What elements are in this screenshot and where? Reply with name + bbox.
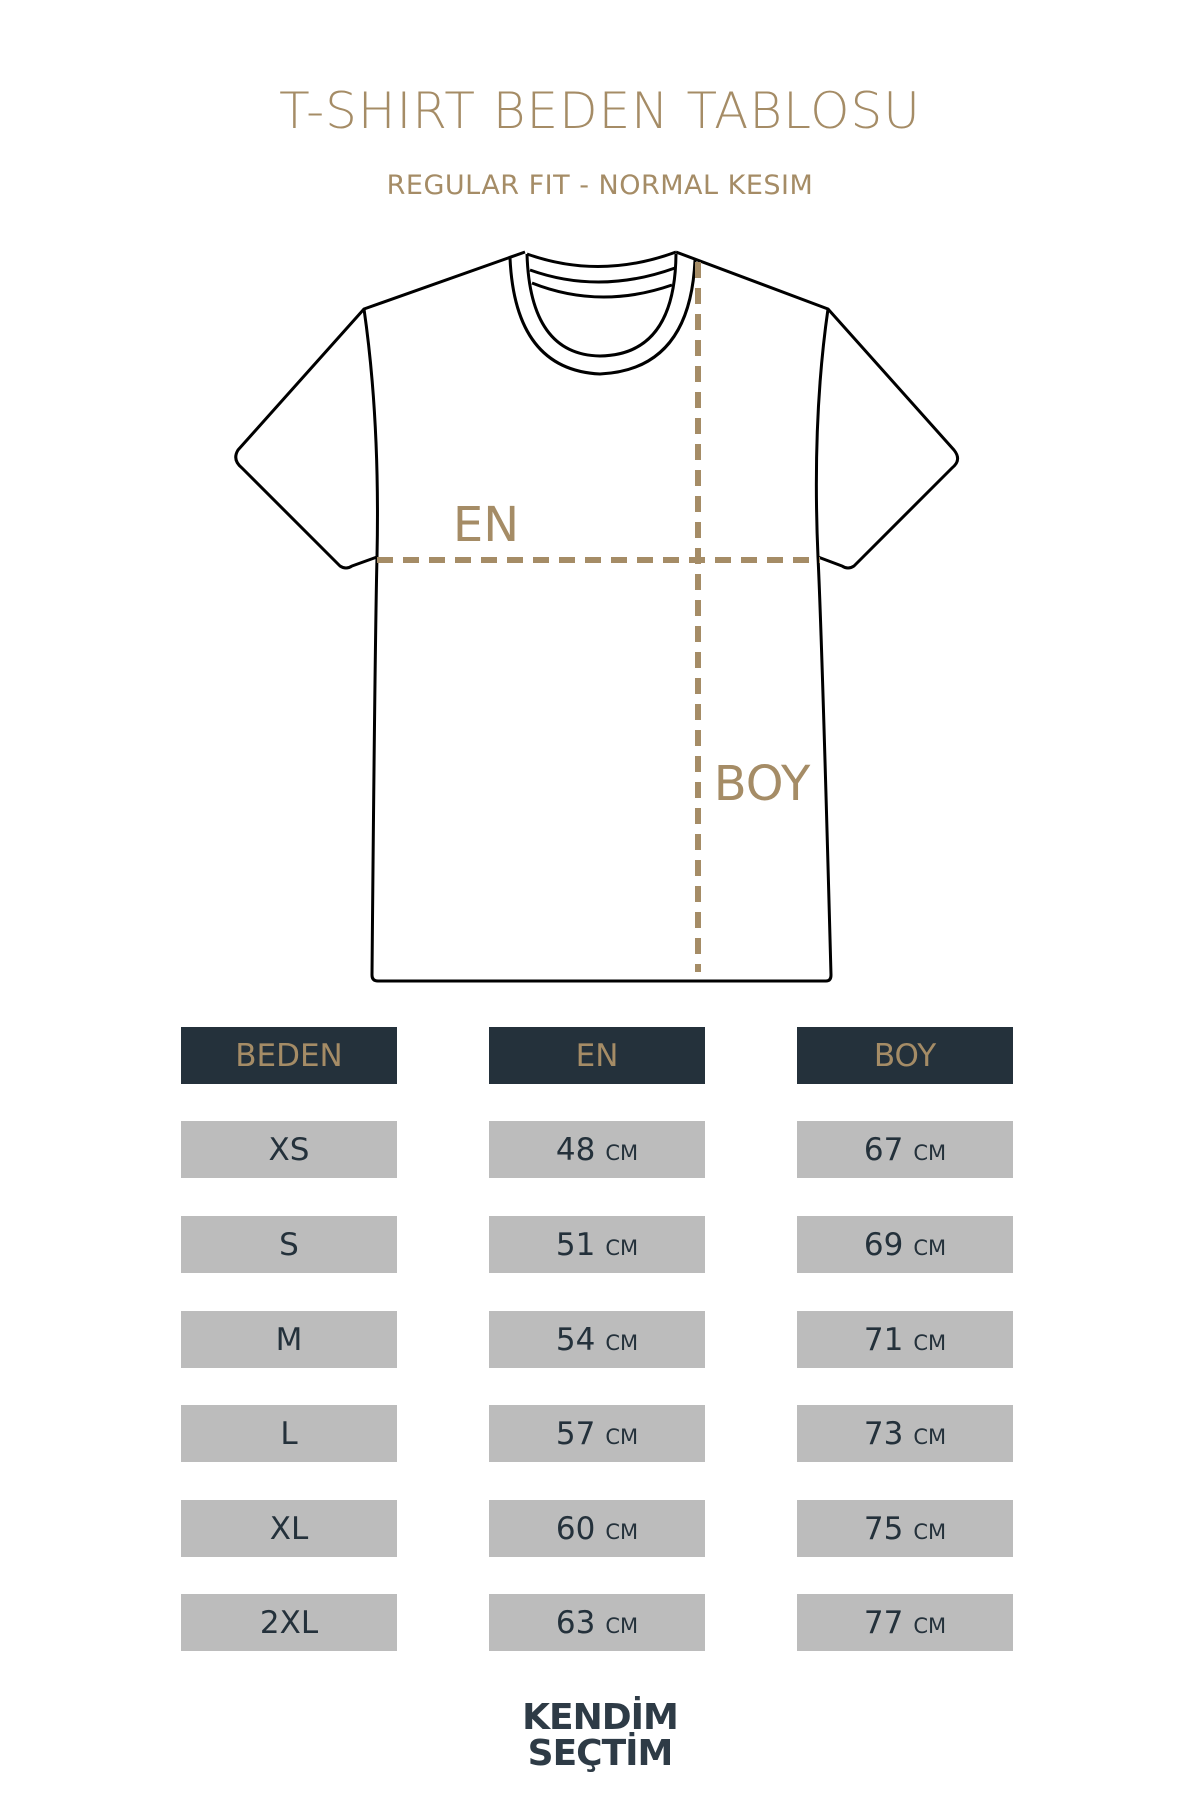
unit-label: CM (913, 1235, 947, 1260)
table-cell-boy: 67 CM (797, 1121, 1013, 1178)
size-value: XL (269, 1510, 309, 1547)
unit-label: CM (913, 1519, 947, 1544)
unit-label: CM (605, 1330, 639, 1355)
header-en: EN (489, 1027, 705, 1084)
boy-value: 69 (863, 1226, 904, 1263)
page-subtitle: REGULAR FIT - NORMAL KESIM (386, 170, 814, 201)
table-cell-en: 54 CM (489, 1311, 705, 1368)
table-cell-size: M (181, 1311, 397, 1368)
table-cell-size: XS (181, 1121, 397, 1178)
unit-label: CM (605, 1140, 639, 1165)
size-value: M (275, 1321, 303, 1358)
boy-value: 75 (863, 1510, 904, 1547)
logo-line1: KENDİM (522, 1697, 679, 1738)
collar-band-mid (529, 266, 676, 284)
boy-value: 71 (863, 1321, 904, 1358)
table-cell-en: 60 CM (489, 1500, 705, 1557)
table-cell-size: L (181, 1405, 397, 1462)
collar-band-low (531, 281, 673, 299)
table-cell-size: XL (181, 1500, 397, 1557)
boy-value: 77 (863, 1604, 904, 1641)
table-cell-en: 51 CM (489, 1216, 705, 1273)
size-value: XS (268, 1131, 310, 1168)
unit-label: CM (913, 1424, 947, 1449)
header-boy: BOY (797, 1027, 1013, 1084)
table-cell-en: 63 CM (489, 1594, 705, 1651)
tshirt-side-seam-right (814, 308, 830, 558)
unit-label: CM (913, 1330, 947, 1355)
page-title: T-SHIRT BEDEN TABLOSU (279, 82, 921, 140)
collar-band-top (526, 250, 677, 268)
boy-value: 67 (863, 1131, 904, 1168)
table-cell-boy: 75 CM (797, 1500, 1013, 1557)
collar-outer (508, 257, 697, 376)
en-value: 60 (555, 1510, 596, 1547)
en-value: 51 (555, 1226, 596, 1263)
en-value: 63 (555, 1604, 596, 1641)
table-cell-en: 57 CM (489, 1405, 705, 1462)
boy-label: BOY (714, 756, 811, 812)
table-cell-en: 48 CM (489, 1121, 705, 1178)
size-value: L (280, 1415, 298, 1452)
unit-label: CM (913, 1140, 947, 1165)
tshirt-outline (234, 250, 959, 983)
header-beden: BEDEN (181, 1027, 397, 1084)
table-cell-boy: 69 CM (797, 1216, 1013, 1273)
table-cell-size: 2XL (181, 1594, 397, 1651)
table-cell-boy: 73 CM (797, 1405, 1013, 1462)
unit-label: CM (605, 1519, 639, 1544)
brand-logo: KENDİM SEÇTİM (520, 1700, 680, 1772)
boy-value: 73 (863, 1415, 904, 1452)
table-cell-boy: 71 CM (797, 1311, 1013, 1368)
en-value: 57 (555, 1415, 596, 1452)
en-label: EN (453, 497, 519, 553)
unit-label: CM (605, 1424, 639, 1449)
unit-label: CM (913, 1613, 947, 1638)
en-value: 54 (555, 1321, 596, 1358)
tshirt-side-seam-left (362, 308, 379, 558)
size-value: S (279, 1226, 299, 1263)
table-cell-size: S (181, 1216, 397, 1273)
logo-line2: SEÇTİM (527, 1733, 674, 1774)
unit-label: CM (605, 1235, 639, 1260)
tshirt-diagram: EN BOY (234, 250, 959, 983)
en-value: 48 (555, 1131, 596, 1168)
unit-label: CM (605, 1613, 639, 1638)
collar-inner (525, 253, 678, 358)
size-value: 2XL (259, 1604, 319, 1641)
table-cell-boy: 77 CM (797, 1594, 1013, 1651)
